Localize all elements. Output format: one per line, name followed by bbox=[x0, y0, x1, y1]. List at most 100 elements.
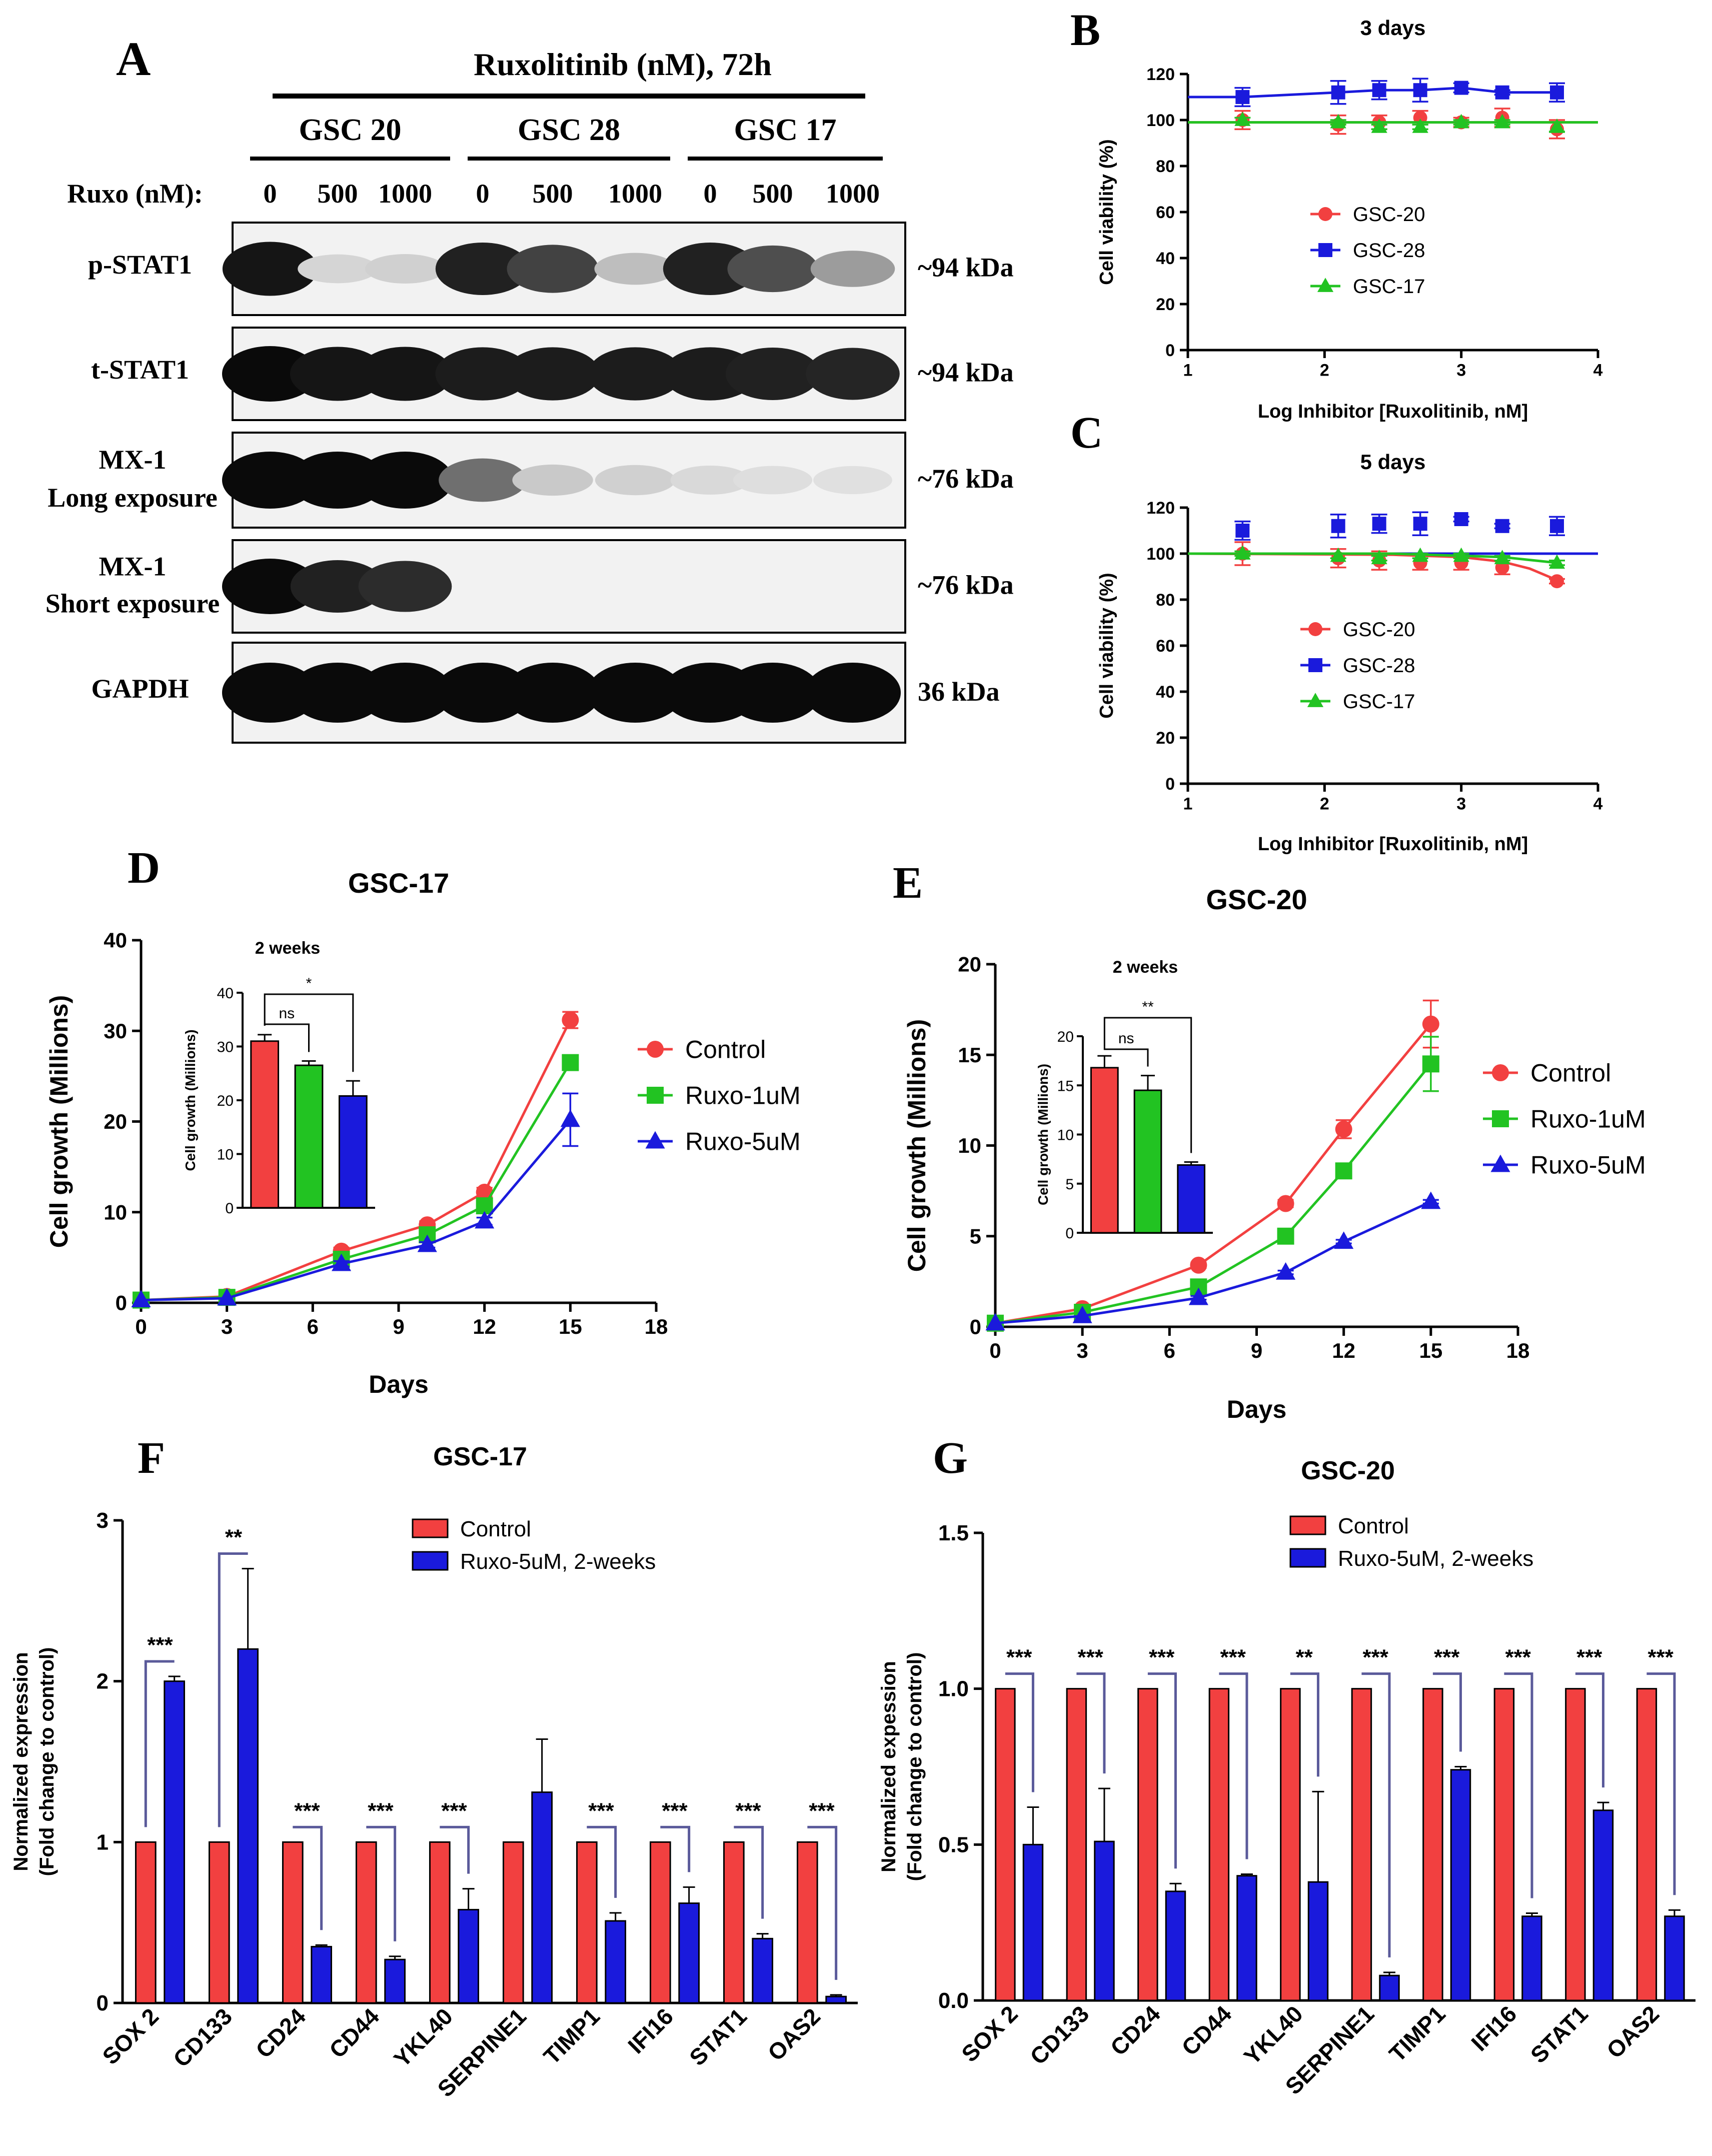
x-axis-label: Log Inhibitor [Ruxolitinib, nM] bbox=[1258, 834, 1528, 855]
panel-letter-e: E bbox=[893, 858, 923, 908]
bar-ruxo bbox=[164, 1680, 185, 2004]
data-point bbox=[1330, 114, 1346, 129]
bar-control bbox=[1137, 1688, 1158, 2001]
blot-size-label: ~76 kDa bbox=[918, 464, 1014, 494]
inset-sig-bracket bbox=[1103, 1047, 1149, 1067]
sig-bracket bbox=[1147, 1672, 1177, 1869]
sig-label: *** bbox=[735, 1798, 761, 1823]
data-point bbox=[1412, 119, 1428, 133]
y-tick-label: 20 bbox=[958, 953, 981, 976]
x-tick-label: 18 bbox=[645, 1315, 668, 1338]
bar-ruxo bbox=[1379, 1974, 1400, 2001]
legend-marker bbox=[1492, 1064, 1509, 1081]
x-tick-label: 15 bbox=[559, 1315, 582, 1338]
sig-label: *** bbox=[1434, 1645, 1460, 1670]
data-point bbox=[332, 1253, 352, 1271]
blot-band bbox=[587, 663, 683, 723]
data-point bbox=[562, 1054, 579, 1071]
data-point bbox=[1188, 1287, 1208, 1305]
y-tick-label: 100 bbox=[1146, 111, 1175, 130]
blot-band bbox=[435, 347, 530, 401]
inset-y-tick-label: 15 bbox=[1057, 1078, 1074, 1094]
blot-row-sublabel: Short exposure bbox=[46, 588, 220, 618]
chart-title: GSC-20 bbox=[1206, 884, 1307, 915]
blot-band bbox=[663, 242, 758, 296]
inset-bar bbox=[1133, 1089, 1162, 1234]
blot-band bbox=[725, 347, 820, 401]
data-point bbox=[1371, 119, 1387, 133]
inset-sig-bracket bbox=[1103, 1017, 1192, 1153]
blot-band bbox=[357, 452, 453, 509]
bar-control bbox=[1351, 1688, 1372, 2001]
sig-bracket bbox=[1432, 1672, 1462, 1752]
x-axis-label: Days bbox=[369, 1370, 429, 1398]
legend-marker bbox=[645, 1131, 665, 1149]
legend-label: Ruxo-5uM, 2-weeks bbox=[1338, 1546, 1533, 1571]
inset-y-tick-label: 40 bbox=[217, 985, 234, 1002]
chart-g: 0.0 0.5 1.0 1.5 GSC-20 Normalized expession (F… bbox=[878, 1456, 1695, 2099]
chart-title: 3 days bbox=[1360, 16, 1426, 40]
x-tick-label: 4 bbox=[1593, 795, 1603, 814]
x-tick-label: 3 bbox=[1076, 1339, 1088, 1362]
chart-c: 0 20 40 60 80 100 120 1 2 3 4 5 days Log Inhibitor [… bbox=[1096, 450, 1603, 855]
inset-y-label: Cell growth (Millions) bbox=[183, 1029, 198, 1171]
blot-dose-label: Ruxo (nM): bbox=[67, 179, 203, 209]
bar-control bbox=[502, 1841, 524, 2004]
legend-marker bbox=[647, 1041, 664, 1058]
data-point bbox=[1454, 81, 1468, 95]
legend-marker bbox=[1307, 693, 1324, 707]
series-line-control bbox=[995, 1023, 1432, 1325]
y-tick-label: 5 bbox=[970, 1224, 981, 1248]
data-point bbox=[1548, 119, 1565, 133]
blot-dose-value: 0 bbox=[704, 179, 717, 209]
chart-b: 0 20 40 60 80 100 120 1 2 3 4 3 days Log Inhibitor [… bbox=[1096, 16, 1603, 422]
inset-y-tick-label: 10 bbox=[1057, 1127, 1074, 1144]
legend-label: GSC-17 bbox=[1353, 276, 1425, 298]
bar-control bbox=[1636, 1688, 1657, 2001]
y-tick-label: 120 bbox=[1146, 65, 1175, 84]
sig-label: *** bbox=[588, 1798, 614, 1823]
panel-letter-b: B bbox=[1070, 6, 1100, 55]
data-point bbox=[475, 1211, 495, 1229]
y-axis-label: Cell viability (%) bbox=[1096, 573, 1117, 718]
bar-control bbox=[135, 1841, 157, 2004]
data-point bbox=[1548, 554, 1565, 569]
western-blot-panel: Ruxolitinib (nM), 72h GSC 20 GSC 28 GSC 17 R… bbox=[46, 47, 1014, 744]
sig-bracket bbox=[218, 1552, 248, 1827]
blot-dose-value: 1000 bbox=[826, 179, 880, 209]
blot-row-label: MX-1 bbox=[99, 551, 167, 581]
blot-row-label: GAPDH bbox=[92, 674, 189, 704]
bar-control bbox=[1280, 1688, 1301, 2001]
inset-y-tick-label: 0 bbox=[225, 1200, 234, 1217]
data-point bbox=[217, 1288, 237, 1306]
blot-band bbox=[357, 347, 453, 401]
sig-bracket bbox=[734, 1825, 764, 1919]
x-tick-label: 0 bbox=[135, 1315, 147, 1338]
sig-label: *** bbox=[294, 1798, 320, 1823]
bar-ruxo bbox=[1521, 1915, 1542, 2001]
panel-letter-f: F bbox=[138, 1433, 165, 1483]
blot-group-label: GSC 20 bbox=[299, 113, 402, 147]
x-tick-label: 4 bbox=[1593, 361, 1603, 380]
inset-bar bbox=[250, 1040, 280, 1209]
series-line-ruxo-5um bbox=[141, 1119, 572, 1302]
y-tick-label: 3 bbox=[97, 1508, 109, 1533]
y-axis-label: Normalized expession bbox=[878, 1661, 900, 1872]
y-tick-label: 0 bbox=[1165, 775, 1175, 794]
y-tick-label: 40 bbox=[1156, 683, 1175, 702]
y-tick-label: 30 bbox=[104, 1019, 127, 1043]
blot-band bbox=[813, 466, 892, 495]
data-point bbox=[1422, 1055, 1439, 1073]
data-point bbox=[1335, 1162, 1352, 1180]
legend-swatch bbox=[412, 1551, 449, 1571]
blot-band bbox=[507, 245, 599, 293]
legend-marker bbox=[1492, 1110, 1509, 1127]
data-point bbox=[1422, 1015, 1439, 1033]
y-axis-label: (Fold change to control) bbox=[904, 1652, 926, 1881]
data-point bbox=[562, 1011, 579, 1029]
data-point bbox=[1335, 1120, 1352, 1138]
sig-bracket bbox=[366, 1825, 397, 1941]
bar-ruxo bbox=[825, 1995, 847, 2004]
x-tick-label: 1 bbox=[1183, 795, 1193, 814]
x-tick-label: 2 bbox=[1320, 361, 1329, 380]
